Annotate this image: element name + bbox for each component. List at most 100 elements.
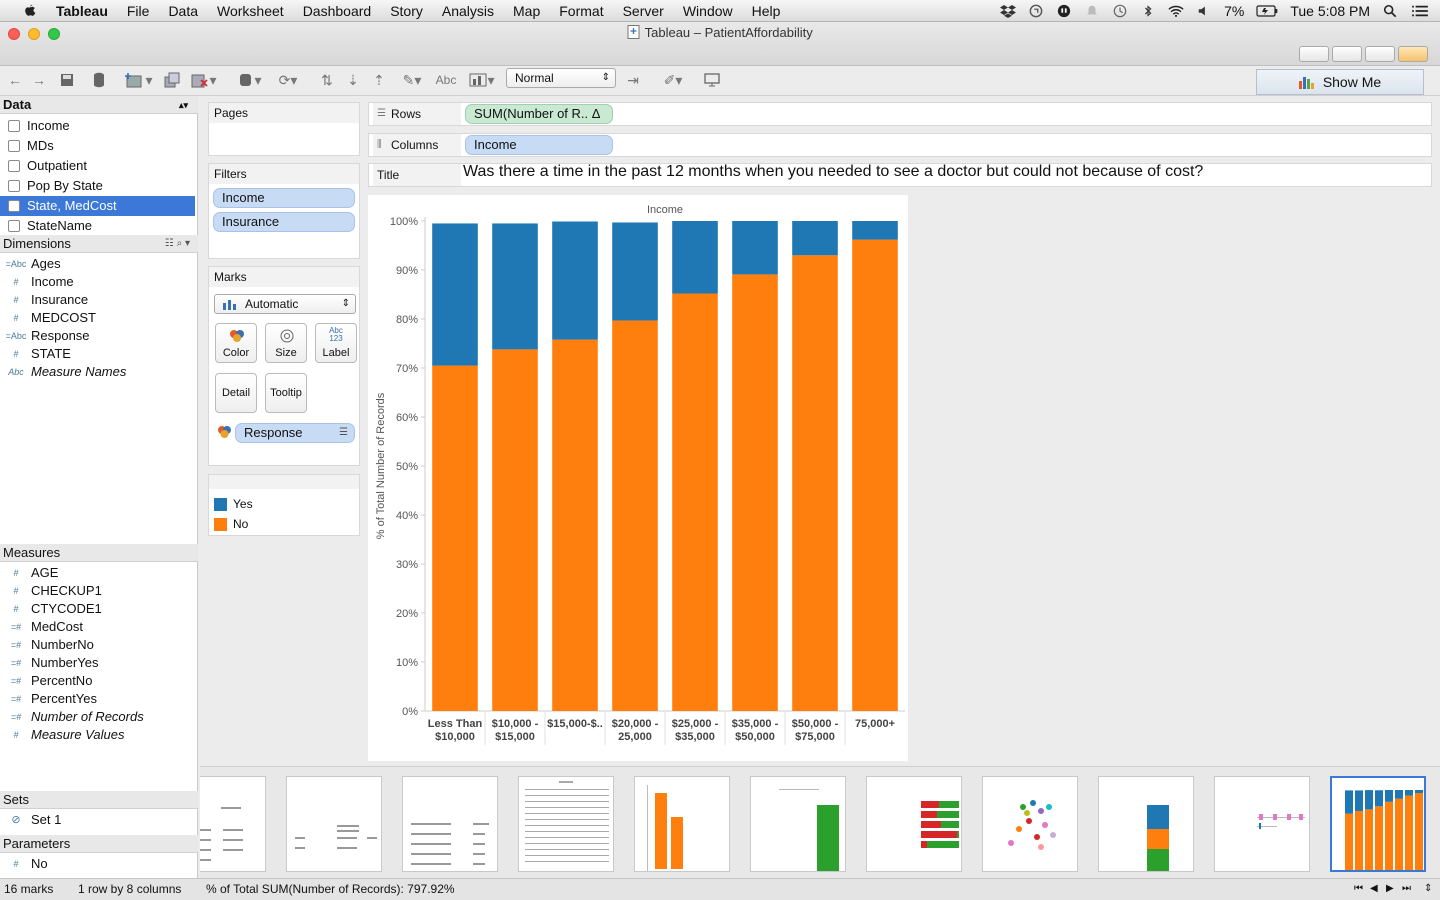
menu-window[interactable]: Window: [682, 2, 733, 19]
legend-item-yes[interactable]: Yes: [214, 496, 253, 512]
back-arrow-icon[interactable]: ←: [8, 72, 22, 88]
new-worksheet-icon[interactable]: ▾: [122, 70, 156, 90]
spotlight-search-icon[interactable]: [1382, 4, 1398, 18]
sheet-title[interactable]: Was there a time in the past 12 months w…: [463, 163, 1204, 180]
dimension-measure-names[interactable]: Abc Measure Names: [0, 363, 198, 381]
data-source-state-medcost[interactable]: State, MedCost: [0, 196, 195, 216]
data-source-swap-icon[interactable]: ▾: [234, 70, 266, 90]
clock[interactable]: Tue 5:08 PM: [1290, 3, 1370, 19]
chat-icon[interactable]: [1056, 4, 1072, 18]
sheet-thumbnail-1[interactable]: [200, 776, 266, 872]
database-icon[interactable]: [90, 70, 108, 90]
data-source-outpatient[interactable]: Outpatient: [0, 156, 195, 176]
chart-area[interactable]: Income 0% 10% 20% 30% 40% 50% 60% 70% 80% 90% 100%%…: [368, 195, 908, 761]
menu-file[interactable]: File: [126, 2, 150, 19]
measure-numberyes[interactable]: =# NumberYes: [0, 654, 198, 672]
tooltip-button[interactable]: Tooltip: [265, 373, 307, 413]
measure-checkup1[interactable]: # CHECKUP1: [0, 582, 198, 600]
dimensions-tools-icon[interactable]: ☷ ⌕ ▾: [164, 238, 190, 249]
forward-arrow-icon[interactable]: →: [32, 72, 46, 88]
size-button[interactable]: Size: [265, 323, 307, 363]
sheet-thumbnail-10[interactable]: [1214, 776, 1310, 872]
measure-percentno[interactable]: =# PercentNo: [0, 672, 198, 690]
next-sheet-icon[interactable]: ▶: [1386, 883, 1394, 894]
close-window-button[interactable]: [8, 28, 20, 40]
dimension-state[interactable]: # STATE: [0, 345, 198, 363]
view-button-3[interactable]: [1365, 46, 1395, 62]
sheet-sorter-icon[interactable]: ⇕: [1424, 883, 1433, 894]
chart-fit-icon[interactable]: ▾: [466, 70, 498, 90]
title-shelf[interactable]: Title Was there a time in the past 12 mo…: [368, 163, 1432, 187]
sort-descending-icon[interactable]: ⇡: [373, 71, 385, 88]
parameter-no[interactable]: # No: [0, 855, 198, 873]
sheet-thumbnail-5[interactable]: [634, 776, 730, 872]
sheet-thumbnail-current[interactable]: [1330, 776, 1426, 872]
menu-dashboard[interactable]: Dashboard: [302, 2, 372, 19]
dimension-ages[interactable]: =Abc Ages: [5, 256, 61, 271]
mark-type-select[interactable]: Automatic ⇕: [214, 294, 356, 314]
highlight-icon[interactable]: ✎▾: [402, 71, 422, 88]
data-source-mds[interactable]: MDs: [0, 136, 195, 156]
duplicate-sheet-icon[interactable]: [162, 70, 182, 90]
menu-server[interactable]: Server: [622, 2, 664, 19]
first-sheet-icon[interactable]: ⏮: [1354, 883, 1363, 894]
volume-icon[interactable]: [1196, 4, 1212, 18]
view-button-2[interactable]: [1332, 46, 1362, 62]
dimension-response[interactable]: =Abc Response: [5, 328, 90, 343]
filter-pill-insurance[interactable]: Insurance: [213, 212, 355, 232]
color-button[interactable]: Color: [215, 323, 257, 363]
filter-pill-income[interactable]: Income: [213, 188, 355, 208]
menu-map[interactable]: Map: [513, 2, 541, 19]
measure-medcost[interactable]: =# MedCost: [0, 618, 198, 636]
detail-button[interactable]: Detail: [215, 373, 257, 413]
dimension-insurance[interactable]: # Insurance: [0, 291, 198, 309]
columns-shelf[interactable]: ⫼ Columns Income: [368, 133, 1432, 157]
measure-numberno[interactable]: =# NumberNo: [0, 636, 198, 654]
clear-sheet-icon[interactable]: ▾: [188, 70, 220, 90]
annotate-icon[interactable]: ✐▾: [663, 71, 683, 88]
swap-rows-columns-icon[interactable]: ⇅: [321, 71, 333, 88]
wifi-icon[interactable]: [1168, 4, 1184, 18]
sheet-thumbnail-8[interactable]: [982, 776, 1078, 872]
previous-sheet-icon[interactable]: ◀: [1370, 883, 1378, 894]
last-sheet-icon[interactable]: ⏭: [1402, 883, 1411, 894]
pages-card[interactable]: Pages: [208, 102, 360, 156]
home-view-button[interactable]: [1398, 46, 1428, 62]
rows-pill-number-of-records[interactable]: SUM(Number of R.. Δ: [465, 104, 613, 124]
menu-data[interactable]: Data: [168, 2, 199, 19]
minimize-window-button[interactable]: [28, 28, 40, 40]
notification-bell-icon[interactable]: [1084, 4, 1100, 18]
data-source-pop-by-state[interactable]: Pop By State: [0, 176, 195, 196]
dropbox-icon[interactable]: [1000, 4, 1017, 18]
marks-pill-response[interactable]: Response ☰: [235, 423, 355, 443]
legend-item-no[interactable]: No: [214, 516, 248, 532]
dimension-income[interactable]: # Income: [0, 273, 198, 291]
notification-center-icon[interactable]: [1410, 4, 1430, 18]
bluetooth-icon[interactable]: [1140, 4, 1156, 18]
measure-ctycode1[interactable]: # CTYCODE1: [0, 600, 198, 618]
rows-shelf[interactable]: ☰ Rows SUM(Number of R.. Δ: [368, 102, 1432, 126]
set-1[interactable]: ⊘ Set 1: [0, 811, 198, 829]
columns-pill-income[interactable]: Income: [465, 135, 613, 155]
apple-icon[interactable]: [20, 3, 40, 19]
sheet-thumbnail-7[interactable]: [866, 776, 962, 872]
zoom-window-button[interactable]: [48, 28, 60, 40]
measure-age[interactable]: # AGE: [0, 564, 198, 582]
menu-app[interactable]: Tableau: [56, 2, 108, 19]
filters-card[interactable]: Filters Income Insurance: [208, 163, 360, 259]
show-me-button[interactable]: Show Me: [1256, 69, 1424, 95]
time-machine-icon[interactable]: [1112, 4, 1128, 18]
measure-number-of-records[interactable]: =# Number of Records: [0, 708, 198, 726]
data-source-income[interactable]: Income: [0, 116, 195, 136]
measure-percentyes[interactable]: =# PercentYes: [0, 690, 198, 708]
sync-icon[interactable]: [1028, 4, 1044, 18]
battery-icon[interactable]: [1256, 4, 1278, 18]
pane-menu-arrow-icon[interactable]: ▴▾: [178, 100, 188, 110]
menu-analysis[interactable]: Analysis: [441, 2, 495, 19]
menu-help[interactable]: Help: [751, 2, 781, 19]
sheet-thumbnail-9[interactable]: [1098, 776, 1194, 872]
label-button[interactable]: Abc 123 Label: [315, 323, 357, 363]
legend-sort-icon[interactable]: ☰: [339, 427, 348, 438]
show-labels-icon[interactable]: Abc: [435, 73, 457, 87]
dimension-medcost[interactable]: # MEDCOST: [0, 309, 198, 327]
